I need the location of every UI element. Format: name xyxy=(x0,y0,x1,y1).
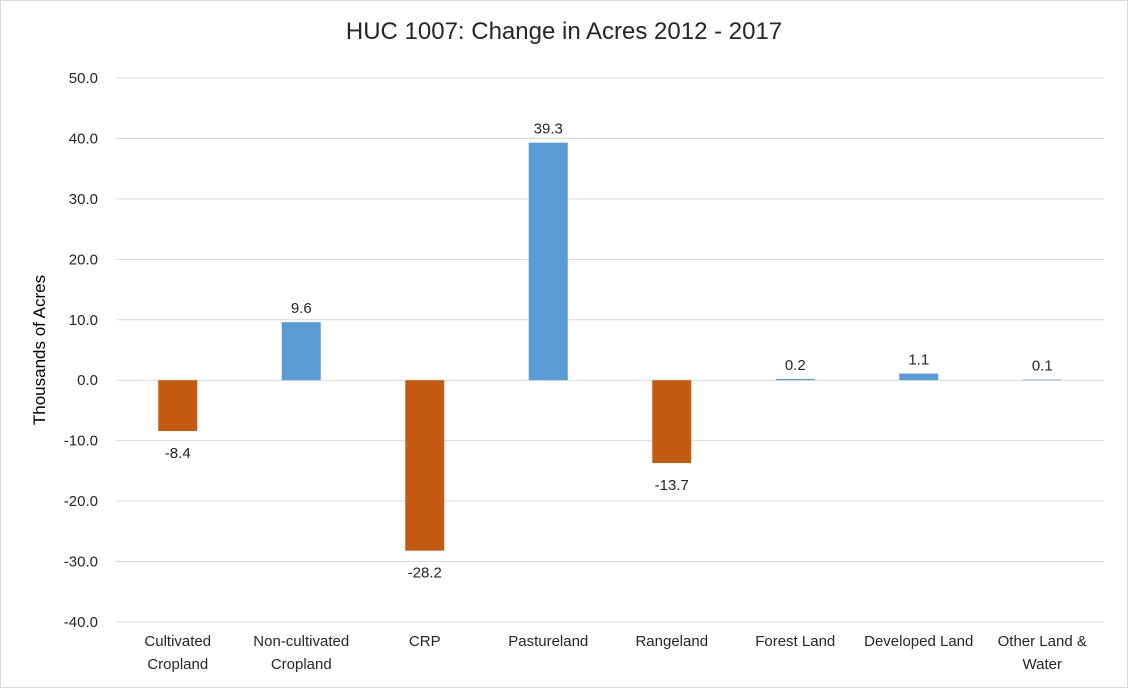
x-category-label: Non-cultivated xyxy=(253,633,349,650)
y-tick-label: 40.0 xyxy=(69,130,98,147)
y-tick-label: 30.0 xyxy=(69,191,98,208)
x-category-label: Developed Land xyxy=(864,633,973,650)
bar xyxy=(158,380,198,431)
bar xyxy=(281,322,321,381)
data-label: -13.7 xyxy=(655,477,689,494)
bar xyxy=(1022,379,1062,381)
bar xyxy=(899,373,939,381)
x-category-label: Other Land & xyxy=(998,633,1087,650)
bar xyxy=(775,379,815,381)
bar xyxy=(652,380,692,464)
chart-title: HUC 1007: Change in Acres 2012 - 2017 xyxy=(345,18,783,45)
x-category-label: Cultivated xyxy=(144,633,211,650)
data-label: 1.1 xyxy=(908,352,929,369)
y-tick-label: 20.0 xyxy=(69,251,98,268)
x-category-label: Pastureland xyxy=(508,633,588,650)
y-tick-label: -40.0 xyxy=(64,614,98,631)
data-label: 39.3 xyxy=(534,121,563,138)
x-category-label: Rangeland xyxy=(635,633,708,650)
x-category-label: Water xyxy=(1023,656,1062,673)
y-tick-label: -10.0 xyxy=(64,433,98,450)
data-label: 9.6 xyxy=(291,300,312,317)
x-category-label: CRP xyxy=(409,633,441,650)
y-tick-label: 50.0 xyxy=(69,70,98,87)
x-category-label: Forest Land xyxy=(755,633,835,650)
data-label: -28.2 xyxy=(408,565,442,582)
y-tick-label: -30.0 xyxy=(64,554,98,571)
data-label: 0.1 xyxy=(1032,358,1053,375)
bar xyxy=(528,142,568,381)
y-tick-label: 10.0 xyxy=(69,312,98,329)
x-category-label: Cropland xyxy=(271,656,332,673)
y-tick-label: 0.0 xyxy=(77,372,98,389)
bar xyxy=(405,380,445,551)
data-label: 0.2 xyxy=(785,357,806,374)
x-category-label: Cropland xyxy=(147,656,208,673)
data-label: -8.4 xyxy=(165,445,191,462)
y-tick-label: -20.0 xyxy=(64,493,98,510)
